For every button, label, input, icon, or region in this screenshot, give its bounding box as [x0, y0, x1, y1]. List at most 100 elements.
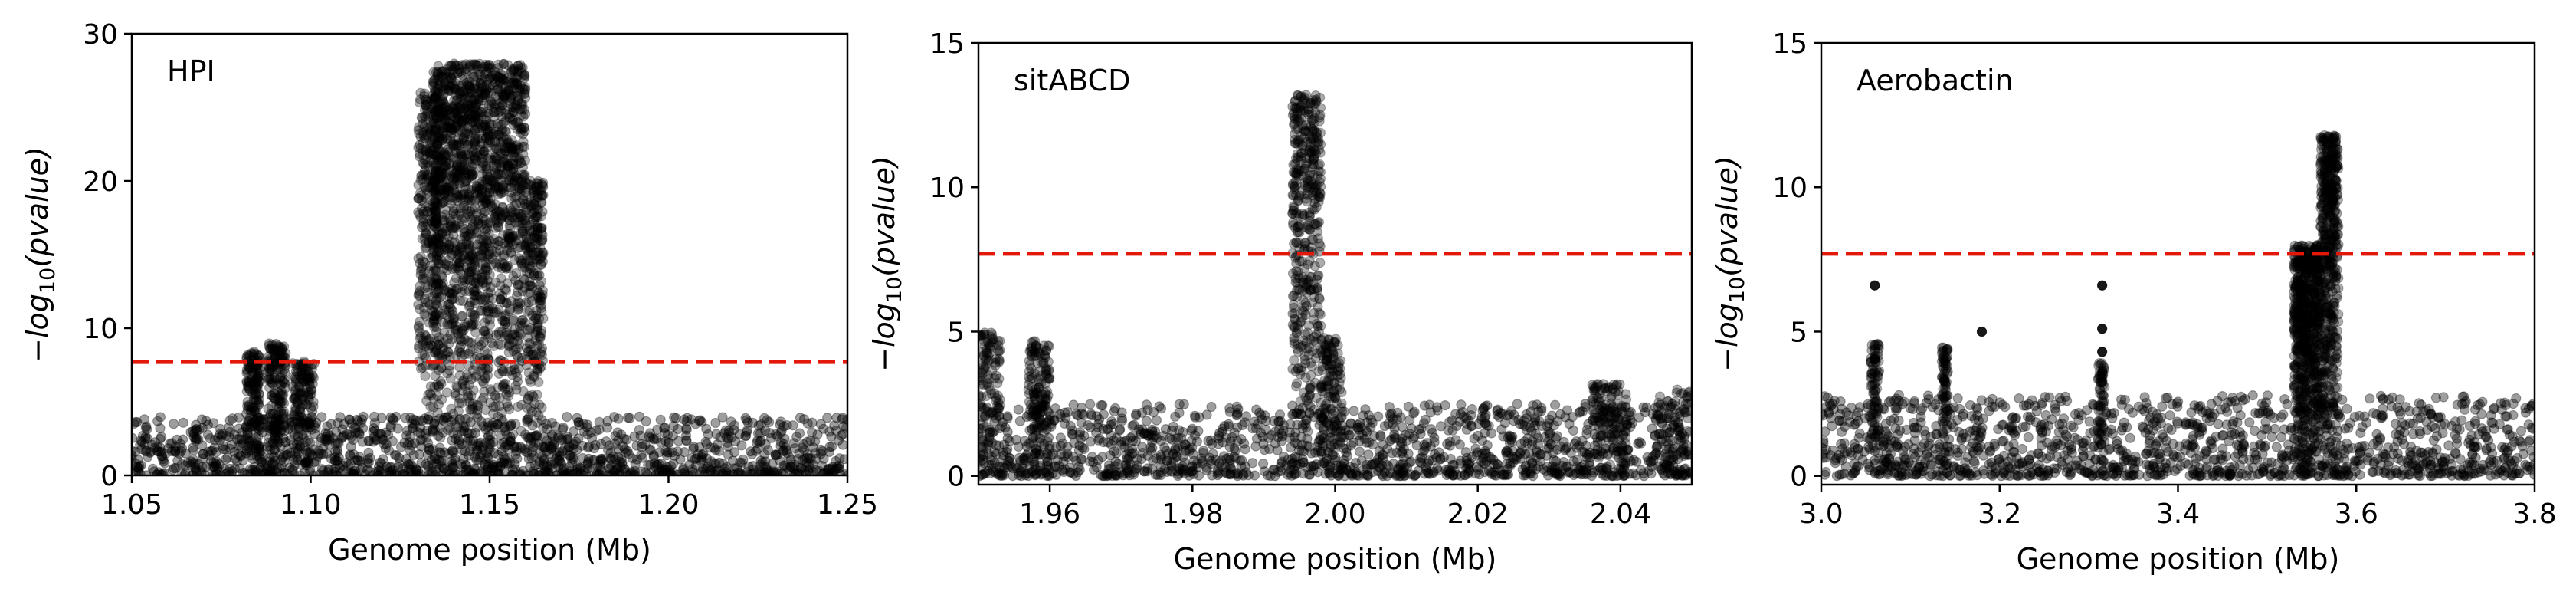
data-point [495, 461, 506, 472]
data-point [211, 456, 222, 467]
data-point [484, 444, 495, 455]
data-point [376, 458, 387, 469]
data-point [414, 449, 424, 460]
data-point [401, 430, 412, 441]
data-point [538, 248, 549, 258]
data-point [451, 284, 462, 294]
data-point [552, 432, 564, 443]
data-point [438, 122, 448, 133]
data-point [333, 417, 343, 429]
data-point [373, 465, 384, 475]
data-point [212, 432, 223, 443]
data-point [629, 465, 640, 475]
y-axis-label-hpi: −log10(pvalue) [21, 146, 60, 363]
data-point [493, 236, 504, 247]
data-point [315, 436, 326, 447]
data-point [365, 452, 375, 463]
data-point [471, 422, 483, 433]
data-point [190, 424, 201, 436]
data-point [788, 438, 799, 449]
data-point [1435, 421, 1447, 432]
data-point [489, 209, 500, 220]
data-point [335, 412, 346, 423]
data-point [376, 413, 387, 423]
data-point [516, 443, 528, 454]
data-point [533, 287, 544, 298]
data-point [258, 465, 269, 475]
data-point [470, 215, 481, 225]
data-point [605, 447, 616, 459]
data-point [407, 423, 418, 434]
data-point [484, 434, 495, 445]
data-point [482, 422, 493, 432]
data-point [729, 447, 740, 458]
data-point [287, 426, 298, 437]
data-point [254, 443, 265, 454]
data-point [500, 454, 510, 465]
data-point [472, 239, 483, 250]
data-point [701, 423, 712, 434]
data-point [517, 62, 528, 73]
data-point [227, 465, 238, 475]
data-point [610, 467, 621, 475]
data-point [592, 468, 602, 475]
data-point [415, 331, 427, 342]
data-point [550, 421, 561, 432]
data-point [824, 426, 835, 437]
data-point [428, 444, 438, 455]
data-point [448, 179, 460, 190]
data-point [687, 466, 698, 475]
data-point [634, 411, 645, 422]
data-point [192, 468, 202, 475]
data-point [394, 459, 405, 470]
data-point [440, 185, 451, 196]
data-point [755, 455, 766, 466]
data-point [532, 364, 542, 376]
data-point [822, 413, 833, 423]
data-point [720, 466, 732, 475]
data-point [782, 419, 792, 431]
data-point [224, 443, 235, 454]
data-point [485, 439, 497, 449]
data-point [470, 285, 481, 296]
data-point [480, 224, 490, 235]
data-point [303, 447, 313, 458]
data-point [346, 467, 356, 475]
data-point [536, 325, 546, 336]
data-point [233, 449, 244, 459]
data-point [477, 63, 488, 74]
data-point [167, 465, 178, 475]
data-point [511, 298, 523, 310]
data-point [526, 432, 537, 442]
data-point [467, 169, 478, 180]
data-point [771, 450, 782, 461]
data-point [834, 462, 845, 474]
data-point [801, 457, 812, 469]
data-point [553, 461, 564, 472]
data-point [578, 465, 589, 475]
data-point [215, 459, 225, 470]
data-point [573, 416, 584, 428]
data-point [651, 433, 662, 444]
data-point [776, 469, 787, 475]
data-point [696, 455, 706, 466]
data-point [791, 432, 802, 442]
data-point [250, 416, 261, 426]
data-point [1141, 416, 1152, 426]
data-point [794, 448, 805, 459]
data-point [539, 442, 549, 453]
scatter-points-sitabcd [978, 90, 1692, 482]
data-point [835, 469, 846, 475]
data-point [1085, 399, 1096, 409]
data-point [437, 171, 448, 182]
x-tick-label: 1.25 [817, 489, 878, 521]
data-point [729, 463, 740, 474]
data-point [617, 457, 628, 468]
data-point [429, 263, 440, 274]
data-point [306, 403, 316, 413]
data-point [304, 419, 315, 429]
data-point [169, 419, 179, 429]
data-point [478, 103, 489, 113]
data-point [538, 459, 549, 469]
